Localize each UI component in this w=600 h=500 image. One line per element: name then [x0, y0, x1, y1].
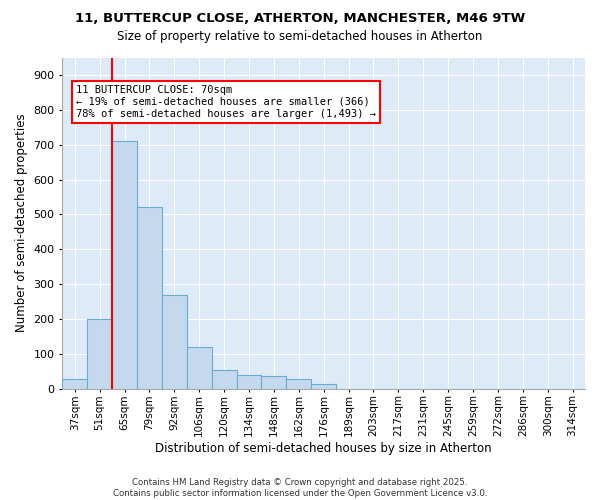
X-axis label: Distribution of semi-detached houses by size in Atherton: Distribution of semi-detached houses by …	[155, 442, 492, 455]
Bar	[286, 379, 311, 389]
Text: Contains HM Land Registry data © Crown copyright and database right 2025.
Contai: Contains HM Land Registry data © Crown c…	[113, 478, 487, 498]
Bar	[212, 370, 236, 389]
Text: 11, BUTTERCUP CLOSE, ATHERTON, MANCHESTER, M46 9TW: 11, BUTTERCUP CLOSE, ATHERTON, MANCHESTE…	[75, 12, 525, 26]
Text: Size of property relative to semi-detached houses in Atherton: Size of property relative to semi-detach…	[118, 30, 482, 43]
Bar	[137, 208, 162, 389]
Bar	[87, 319, 112, 389]
Bar	[162, 294, 187, 389]
Bar	[112, 141, 137, 389]
Bar	[311, 384, 336, 389]
Y-axis label: Number of semi-detached properties: Number of semi-detached properties	[15, 114, 28, 332]
Bar	[236, 375, 262, 389]
Bar	[262, 376, 286, 389]
Text: 11 BUTTERCUP CLOSE: 70sqm
← 19% of semi-detached houses are smaller (366)
78% of: 11 BUTTERCUP CLOSE: 70sqm ← 19% of semi-…	[76, 86, 376, 118]
Bar	[62, 379, 87, 389]
Bar	[187, 347, 212, 389]
